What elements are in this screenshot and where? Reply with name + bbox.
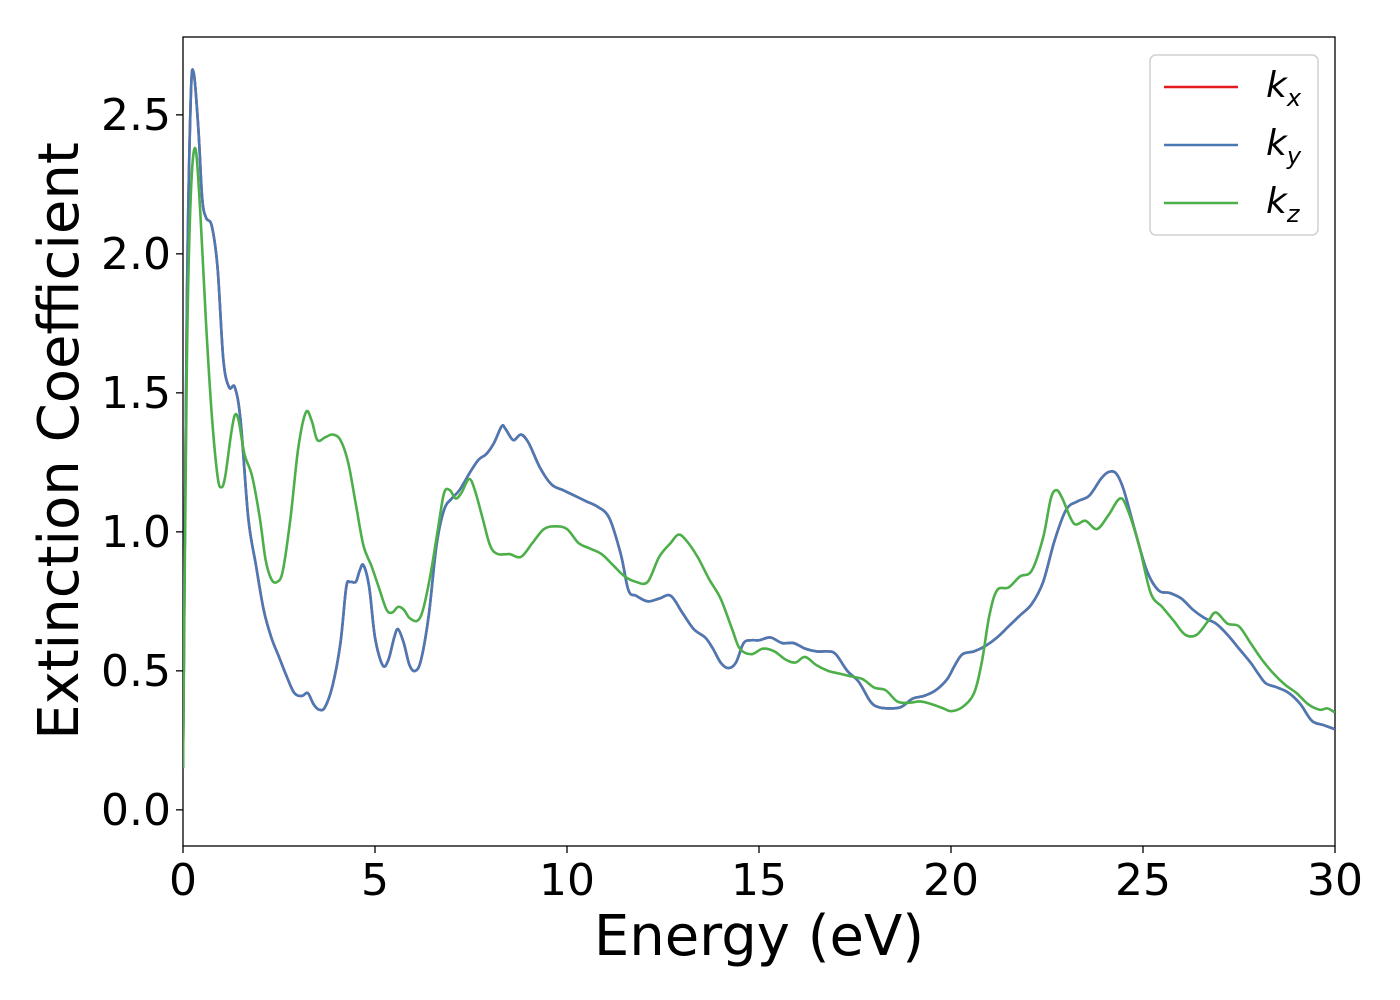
x-tick-label: 15 xyxy=(731,855,787,906)
y-tick-label: 0.5 xyxy=(101,646,171,697)
y-axis-title: Extinction Coefficient xyxy=(27,142,92,740)
y-tick-label: 1.5 xyxy=(101,368,171,419)
y-tick-label: 2.5 xyxy=(101,90,171,141)
y-tick-label: 0.0 xyxy=(101,785,171,836)
x-tick-label: 10 xyxy=(539,855,595,906)
legend-label-x: kx xyxy=(1266,65,1302,112)
series-layer xyxy=(183,68,1335,769)
y-tick-label: 2.0 xyxy=(101,229,171,280)
x-tick-label: 5 xyxy=(361,855,389,906)
series-line-y xyxy=(183,68,1335,769)
y-tick-label: 1.0 xyxy=(101,507,171,558)
axis-ticks: 0 5 10 15 20 25 30 0.0 0.5 1.0 1.5 2.0 2.5 xyxy=(101,90,1363,906)
series-line-z xyxy=(183,146,1335,769)
x-tick-label: 20 xyxy=(923,855,979,906)
legend-label-y: ky xyxy=(1266,123,1302,170)
plot-area xyxy=(182,36,1336,847)
legend-label-z: kz xyxy=(1266,181,1301,228)
legend: kx ky kz xyxy=(1149,54,1319,236)
x-tick-label: 0 xyxy=(169,855,197,906)
x-tick-label: 30 xyxy=(1307,855,1363,906)
x-tick-label: 25 xyxy=(1115,855,1171,906)
x-axis-title: Energy (eV) xyxy=(594,904,924,969)
